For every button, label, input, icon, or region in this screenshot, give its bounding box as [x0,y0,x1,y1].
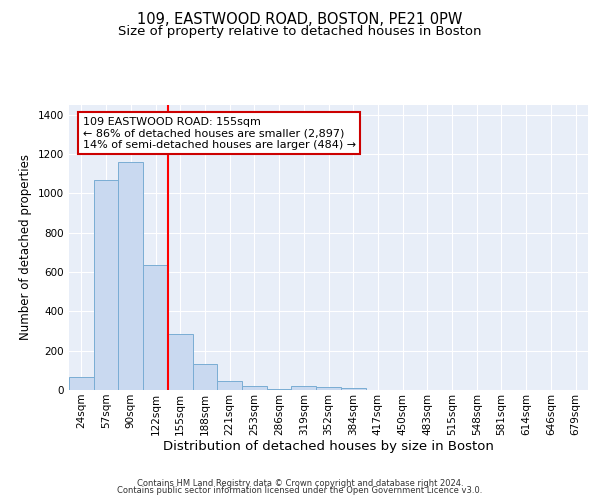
Bar [341,388,365,390]
X-axis label: Distribution of detached houses by size in Boston: Distribution of detached houses by size … [163,440,494,454]
Bar [217,381,242,390]
Bar [292,386,316,390]
Bar [143,265,168,390]
Text: 109, EASTWOOD ROAD, BOSTON, PE21 0PW: 109, EASTWOOD ROAD, BOSTON, PE21 0PW [137,12,463,28]
Bar [94,180,118,390]
Text: Contains HM Land Registry data © Crown copyright and database right 2024.: Contains HM Land Registry data © Crown c… [137,478,463,488]
Text: 109 EASTWOOD ROAD: 155sqm
← 86% of detached houses are smaller (2,897)
14% of se: 109 EASTWOOD ROAD: 155sqm ← 86% of detac… [83,117,356,150]
Bar [316,387,341,390]
Bar [267,389,292,390]
Bar [118,162,143,390]
Y-axis label: Number of detached properties: Number of detached properties [19,154,32,340]
Bar [69,377,94,390]
Bar [242,386,267,390]
Bar [168,334,193,390]
Text: Size of property relative to detached houses in Boston: Size of property relative to detached ho… [118,25,482,38]
Text: Contains public sector information licensed under the Open Government Licence v3: Contains public sector information licen… [118,486,482,495]
Bar [193,364,217,390]
